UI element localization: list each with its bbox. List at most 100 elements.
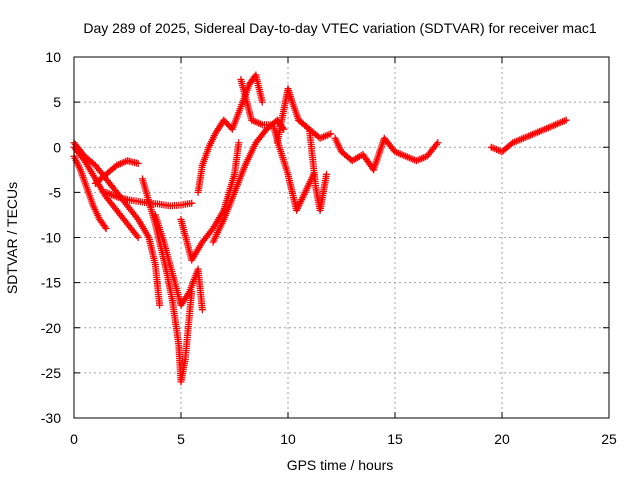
x-tick-label: 25 <box>601 431 617 447</box>
data-point <box>124 157 131 165</box>
data-point <box>273 139 281 147</box>
y-tick-label: -20 <box>41 320 61 336</box>
data-point <box>220 116 228 124</box>
data-point <box>487 143 495 151</box>
data-point <box>205 143 213 151</box>
data-point <box>509 139 517 147</box>
data-point <box>359 150 367 158</box>
data-point <box>198 238 206 246</box>
data-point <box>168 297 176 305</box>
data-point <box>211 130 219 138</box>
data-point <box>293 206 301 214</box>
data-point <box>323 170 331 178</box>
y-tick-label: -25 <box>41 365 61 381</box>
y-tick-label: -15 <box>41 275 61 291</box>
tick-labels: 0 5 10 15 20 25 -30 -25 -20 -15 -10 -5 0 5 10 <box>41 49 617 447</box>
data-point <box>168 270 176 278</box>
x-tick-label: 20 <box>494 431 510 447</box>
data-point <box>188 199 196 207</box>
data-point <box>160 238 168 246</box>
x-tick-label: 5 <box>177 431 185 447</box>
data-point <box>235 139 243 147</box>
data-point <box>177 201 185 209</box>
data-point <box>231 188 238 196</box>
data-point <box>209 224 217 232</box>
data-point <box>134 197 142 205</box>
data-point <box>194 188 202 196</box>
data-point <box>231 170 238 178</box>
data-point <box>181 355 189 363</box>
data-point <box>76 166 84 174</box>
data-point <box>258 121 266 129</box>
data-point <box>348 157 356 165</box>
data-point <box>412 157 420 165</box>
x-tick-label: 0 <box>70 431 78 447</box>
data-point <box>134 234 142 241</box>
series-track-d <box>93 157 140 186</box>
y-axis-label: SDTVAR / TECUs <box>4 182 20 294</box>
data-point <box>198 161 206 169</box>
data-point <box>562 116 570 124</box>
x-tick-label: 10 <box>280 431 296 447</box>
data-point <box>519 134 527 142</box>
data-point <box>280 125 288 133</box>
data-point <box>380 134 388 142</box>
data-point <box>316 206 324 214</box>
data-point <box>81 157 89 165</box>
y-tick-label: 0 <box>53 139 61 155</box>
data-point <box>89 202 97 210</box>
data-point <box>91 179 99 187</box>
data-point <box>151 211 159 219</box>
data-point <box>175 342 183 350</box>
data-point <box>338 148 345 156</box>
data-point <box>145 234 153 241</box>
data-point <box>124 220 131 228</box>
data-point <box>102 188 110 196</box>
chart-title: Day 289 of 2025, Sidereal Day-to-day VTE… <box>83 20 596 36</box>
data-point <box>301 188 309 196</box>
data-point <box>275 143 283 151</box>
data-point <box>498 148 506 156</box>
data-point <box>237 76 245 84</box>
data-point <box>220 215 228 223</box>
data-point <box>284 170 292 178</box>
data-point <box>113 193 121 201</box>
data-point <box>156 301 164 309</box>
data-point <box>156 200 164 208</box>
series-track-n <box>332 136 440 172</box>
data-point <box>124 196 131 204</box>
data-point <box>284 85 292 93</box>
data-point <box>134 159 142 167</box>
data-point <box>151 261 159 269</box>
data-point <box>248 116 256 124</box>
data-point <box>96 215 104 223</box>
data-point <box>102 170 110 178</box>
data-point <box>237 103 245 111</box>
data-point <box>391 148 399 156</box>
data-point <box>177 378 185 386</box>
data-point <box>258 98 266 106</box>
data-point <box>269 121 277 129</box>
x-axis-label: GPS time / hours <box>287 457 394 473</box>
data-point <box>241 161 249 169</box>
data-point <box>177 301 185 309</box>
y-tick-label: 5 <box>53 94 61 110</box>
data-points <box>70 71 570 386</box>
data-point <box>186 288 194 296</box>
y-tick-label: -30 <box>41 410 61 426</box>
data-point <box>113 161 121 169</box>
plot-frame <box>73 56 610 419</box>
data-point <box>252 139 260 147</box>
data-point <box>83 184 91 192</box>
data-point <box>327 130 335 138</box>
data-point <box>166 202 174 210</box>
data-point <box>245 80 253 88</box>
data-point <box>288 98 296 106</box>
data-point <box>541 125 549 133</box>
data-point <box>370 166 378 174</box>
data-point <box>188 256 196 264</box>
data-point <box>295 116 303 124</box>
grid-lines <box>74 57 609 418</box>
data-point <box>102 224 110 232</box>
